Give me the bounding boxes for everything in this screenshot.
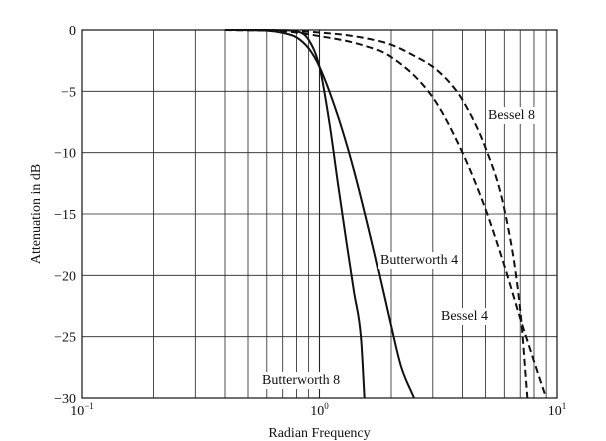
series-label-bessel-4: Bessel 4 [441, 309, 488, 324]
grid [82, 30, 557, 398]
y-tick-label: −20 [54, 269, 76, 284]
y-tick-label: −5 [61, 85, 76, 100]
series-line-bessel-4 [224, 29, 548, 399]
y-tick-label: −30 [54, 392, 76, 407]
y-tick-label: 0 [69, 24, 76, 39]
y-tick-label: −15 [54, 208, 76, 223]
series-label-bessel-8: Bessel 8 [488, 108, 535, 123]
series-label-butterworth-8: Butterworth 8 [262, 373, 340, 388]
y-axis: 0 −5 −10 −15 −20 −25 −30 [54, 24, 76, 407]
x-tick-label: 101 [548, 401, 567, 419]
series-label-bg [260, 372, 343, 389]
series-labels: Bessel 8 Butterworth 4 Bessel 4 Butterworth… [260, 107, 538, 389]
y-axis-label: Attenuation in dB [29, 164, 44, 264]
series-line-bessel-8 [224, 29, 529, 399]
y-tick-label: −10 [54, 147, 76, 162]
x-axis-label: Radian Frequency [268, 426, 370, 441]
series-group [224, 29, 548, 399]
series-label-bg [378, 252, 461, 269]
y-tick-label: −25 [54, 331, 76, 346]
x-tick-label: 10−1 [70, 401, 94, 419]
x-tick-label: 100 [310, 401, 329, 419]
series-label-butterworth-4: Butterworth 4 [380, 253, 458, 268]
series-line-butterworth-4 [224, 29, 415, 399]
series-label-bg [486, 107, 538, 124]
plot-frame [81, 29, 558, 399]
x-axis: 10−1 100 101 [70, 401, 566, 419]
series-label-bg [439, 308, 491, 325]
